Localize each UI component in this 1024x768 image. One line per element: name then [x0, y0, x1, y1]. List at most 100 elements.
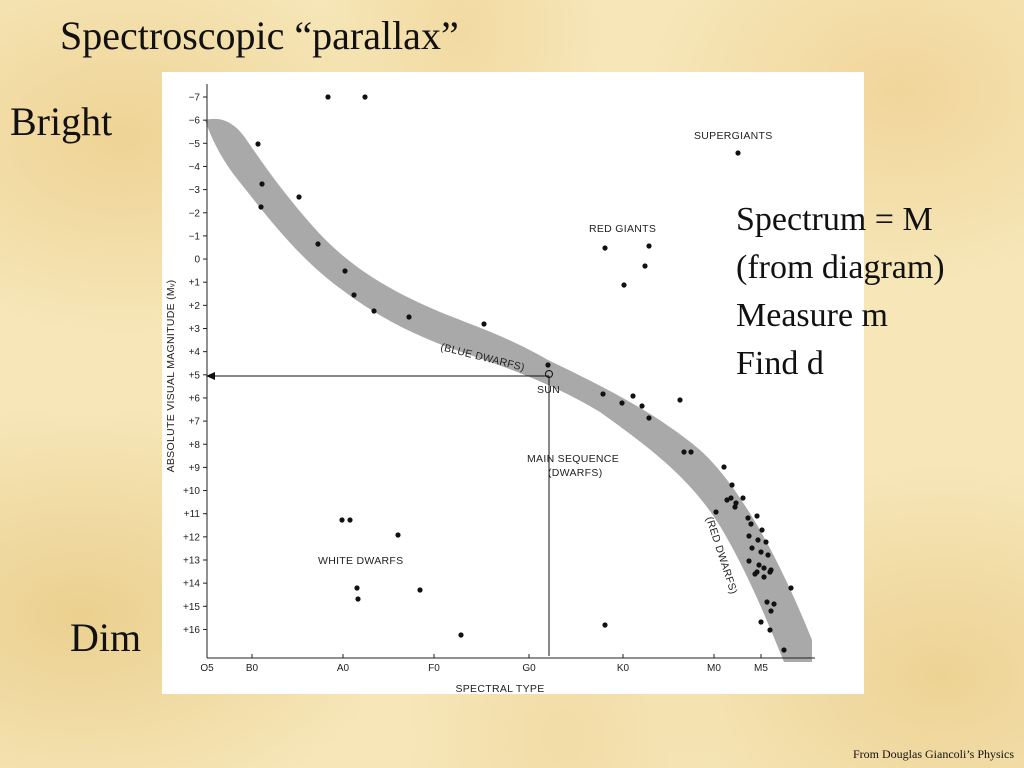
white-dwarfs-label: WHITE DWARFS: [318, 555, 403, 567]
y-tick-label: +5: [189, 370, 201, 381]
y-tick-label: −3: [189, 185, 201, 196]
star-dot: [255, 141, 261, 147]
star-dot: [458, 632, 464, 638]
star-dot: [642, 263, 648, 269]
star-dot: [764, 599, 770, 605]
x-tick-label: G0: [522, 663, 536, 674]
slide-title: Spectroscopic “parallax”: [60, 13, 459, 58]
x-tick-label: O5: [200, 663, 214, 674]
star-dot: [406, 314, 412, 320]
step-line-4: Find d: [736, 345, 824, 382]
y-tick-label: −4: [189, 162, 201, 173]
credit-text: From Douglas Giancoli’s Physics: [853, 747, 1014, 761]
supergiants-label: SUPERGIANTS: [694, 130, 773, 142]
star-points: [255, 94, 794, 653]
star-dot: [296, 194, 302, 200]
main-sequence-band: [205, 118, 812, 663]
y-tick-label: +11: [184, 509, 201, 520]
star-dot: [755, 537, 761, 543]
bright-label: Bright: [10, 99, 113, 144]
y-tick-label: +3: [189, 324, 201, 335]
star-dot: [788, 585, 794, 591]
star-dot: [347, 517, 353, 523]
y-tick-label: −7: [189, 93, 201, 104]
star-dot: [729, 482, 735, 488]
y-tick-label: +16: [183, 625, 200, 636]
star-dot: [758, 549, 764, 555]
y-tick-label: 0: [194, 255, 200, 266]
star-dot: [339, 517, 345, 523]
star-dot: [639, 403, 645, 409]
star-dot: [749, 545, 755, 551]
star-dot: [761, 565, 767, 571]
x-tick-label: K0: [617, 663, 630, 674]
star-dot: [763, 539, 769, 545]
dim-label: Dim: [70, 615, 142, 660]
y-tick-label: +13: [183, 556, 200, 567]
y-tick-label: +15: [183, 602, 200, 613]
star-dot: [756, 562, 762, 568]
y-tick-label: +1: [189, 278, 201, 289]
step-line-1: Spectrum = M: [736, 201, 933, 238]
star-dot: [761, 574, 767, 580]
star-dot: [713, 509, 719, 515]
star-dot: [417, 587, 423, 593]
star-dot: [688, 449, 694, 455]
y-tick-label: +7: [189, 417, 201, 428]
red-giants-label: RED GIANTS: [589, 223, 656, 235]
dwarfs-label: (DWARFS): [548, 467, 603, 479]
star-dot: [325, 94, 331, 100]
y-tick-label: +2: [189, 301, 201, 312]
y-tick-label: −2: [189, 208, 201, 219]
star-dot: [342, 268, 348, 274]
star-dot: [781, 647, 787, 653]
y-tick-label: +9: [189, 463, 201, 474]
star-dot: [759, 527, 765, 533]
star-dot: [646, 243, 652, 249]
y-tick-label: +6: [189, 393, 201, 404]
star-dot: [758, 619, 764, 625]
star-dot: [602, 245, 608, 251]
star-dot: [768, 567, 774, 573]
star-dot: [646, 415, 652, 421]
star-dot: [354, 585, 360, 591]
x-tick-label: M5: [754, 663, 768, 674]
star-dot: [735, 150, 741, 156]
star-dot: [724, 497, 730, 503]
step-line-3: Measure m: [736, 297, 889, 334]
star-dot: [619, 400, 625, 406]
y-tick-label: +14: [183, 579, 200, 590]
y-tick-label: −6: [189, 116, 201, 127]
steps-list: Spectrum = M (from diagram) Measure m Fi…: [736, 196, 945, 388]
star-dot: [677, 397, 683, 403]
x-tick-label: B0: [246, 663, 259, 674]
x-tick-label: A0: [337, 663, 350, 674]
arrow-head-left: [206, 372, 215, 380]
star-dot: [362, 94, 368, 100]
star-dot: [748, 521, 754, 527]
star-dot: [355, 596, 361, 602]
star-dot: [740, 495, 746, 501]
y-tick-label: −1: [189, 231, 201, 242]
x-axis-title: SPECTRAL TYPE: [455, 683, 544, 695]
star-dot: [258, 204, 264, 210]
step-line-2: (from diagram): [736, 249, 945, 286]
star-dot: [681, 449, 687, 455]
star-dot: [600, 391, 606, 397]
star-dot: [765, 552, 771, 558]
star-dot: [745, 515, 751, 521]
star-dot: [621, 282, 627, 288]
x-tick-group: O5 B0 A0 F0 G0 K0 M0 M5: [200, 654, 768, 674]
main-sequence-label: MAIN SEQUENCE: [527, 453, 619, 465]
star-dot: [395, 532, 401, 538]
y-tick-label: +8: [189, 440, 201, 451]
x-tick-label: F0: [428, 663, 440, 674]
star-dot: [733, 500, 739, 506]
star-dot: [767, 627, 773, 633]
star-dot: [754, 513, 760, 519]
star-dot: [771, 601, 777, 607]
star-dot: [768, 608, 774, 614]
star-dot: [721, 464, 727, 470]
star-dot: [746, 558, 752, 564]
y-tick-label: +10: [183, 486, 200, 497]
